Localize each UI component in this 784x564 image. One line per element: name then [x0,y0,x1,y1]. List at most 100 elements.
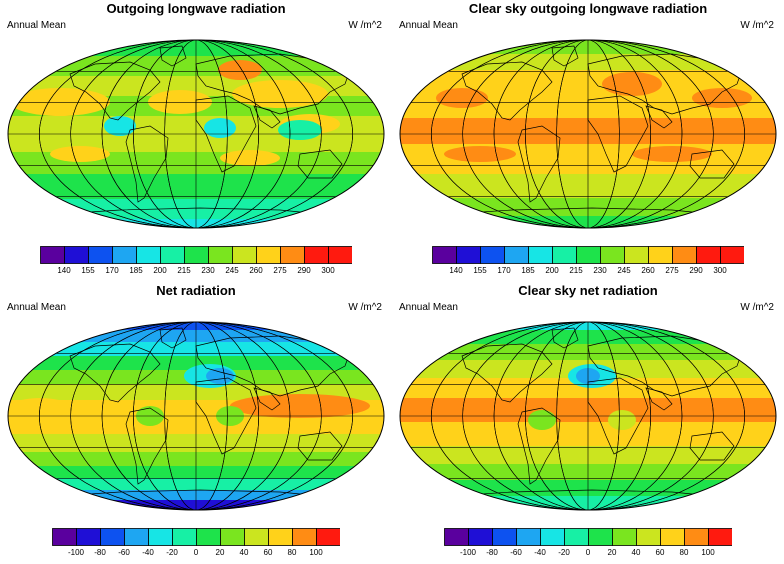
continent-outline [551,45,579,67]
colorbar-tick-label: 0 [585,548,591,557]
continent-outline [253,387,281,411]
colorbar-swatches [40,246,352,264]
contour-region [218,60,262,80]
colorbar-swatch [148,528,173,546]
colorbar-swatch [612,528,637,546]
colorbar-tick-label: -20 [558,548,570,557]
annual-mean-label: Annual Mean [399,302,458,313]
annual-mean-label: Annual Mean [399,20,458,31]
colorbar-tick-label: 20 [215,548,225,557]
units-label: W /m^2 [740,302,774,313]
panel-clear-sky-net-radiation: Clear sky net radiation Annual Mean W /m… [392,282,784,564]
colorbar-swatch [696,246,721,264]
colorbar-swatch [244,528,269,546]
continent-outline [645,387,673,411]
colorbar-swatch [196,528,221,546]
colorbar-swatch [52,528,77,546]
contour-region [608,410,636,430]
colorbar-swatch [64,246,89,264]
colorbar-tick-label: -40 [142,548,154,557]
colorbar-swatch [76,528,101,546]
panel-title: Outgoing longwave radiation [106,1,286,16]
colorbar-tick-label: 245 [617,266,631,275]
colorbar-swatch [564,528,589,546]
panel-outgoing-longwave: Outgoing longwave radiation Annual Mean … [0,0,392,282]
continent-outline [461,61,553,121]
panel-clear-sky-outgoing-longwave: Clear sky outgoing longwave radiation An… [392,0,784,282]
colorbar-swatch [552,246,577,264]
colorbar-tick-label: 40 [631,548,641,557]
colorbar-tick-label: 100 [701,548,715,557]
colorbar-tick-label: 60 [263,548,273,557]
colorbar-swatches [52,528,340,546]
contour-region [50,146,110,162]
colorbar-swatch [268,528,293,546]
colorbar-swatch [292,528,317,546]
contour-region [206,368,234,384]
colorbar-swatches [444,528,732,546]
colorbar-tick-label: 140 [57,266,71,275]
colorbar-swatch [708,528,732,546]
colorbar-tick-label: -80 [486,548,498,557]
colorbar-swatch [660,528,685,546]
contour-region [278,120,322,140]
colorbar-tick-label: 290 [689,266,703,275]
colorbar-tick-label: 290 [297,266,311,275]
colorbar-tick-label: 40 [239,548,249,557]
contour-region [104,116,136,136]
world-map [7,321,385,511]
colorbar-tick-label: 275 [273,266,287,275]
colorbar-tick-label: -100 [67,548,84,557]
contour-region [444,146,516,162]
colorbar-tick-label: 230 [201,266,215,275]
colorbar-tick-label: 275 [665,266,679,275]
colorbar-tick-label: 185 [521,266,535,275]
contour-region [220,150,280,166]
contour-region [230,394,370,418]
panel-title: Clear sky net radiation [518,283,658,298]
colorbar-tick-label: 260 [641,266,655,275]
contour-region [148,90,212,114]
colorbar-swatch [468,528,493,546]
colorbar-swatch [112,246,137,264]
map-border [399,39,777,229]
annual-mean-label: Annual Mean [7,20,66,31]
map-border [399,321,777,511]
colorbar-swatch [328,246,352,264]
colorbar-tick-label: 100 [309,548,323,557]
colorbar-swatch [588,528,613,546]
colorbar-tick-label: -40 [534,548,546,557]
colorbar-swatch [316,528,340,546]
colorbar-tick-label: 80 [287,548,297,557]
colorbar-tick-label: 245 [225,266,239,275]
colorbar-tick-label: 300 [321,266,335,275]
colorbar-tick-label: 0 [193,548,199,557]
continent-outline [159,45,187,67]
continent-outline [195,377,257,455]
colorbar-swatch [304,246,329,264]
contour-region [632,146,712,162]
colorbar-swatch [160,246,185,264]
colorbar-swatch [648,246,673,264]
continent-outline [689,431,735,461]
colorbar-swatch [624,246,649,264]
colorbar-swatch [136,246,161,264]
continent-outline [587,95,649,173]
colorbar-swatch [600,246,625,264]
continent-outline [69,343,161,403]
continent-outline [297,431,343,461]
continent-outline [689,149,735,179]
continent-outline [253,105,281,129]
colorbar-swatch [88,246,113,264]
colorbar-swatch [124,528,149,546]
colorbar-swatch [456,246,481,264]
colorbar-tick-label: -100 [459,548,476,557]
continent-outline [297,149,343,179]
contour-region [10,88,110,116]
units-label: W /m^2 [740,20,774,31]
continent-outline [645,105,673,129]
colorbar-swatch [432,246,457,264]
colorbar-tick-label: 170 [105,266,119,275]
contour-region [602,72,662,96]
colorbar-tick-label: 155 [473,266,487,275]
